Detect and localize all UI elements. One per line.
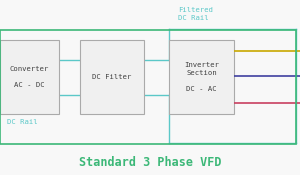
- FancyBboxPatch shape: [80, 40, 144, 114]
- Text: Standard 3 Phase VFD: Standard 3 Phase VFD: [79, 156, 221, 169]
- Text: Converter

AC - DC: Converter AC - DC: [10, 66, 49, 88]
- FancyBboxPatch shape: [169, 40, 234, 114]
- Text: Filtered
DC Rail: Filtered DC Rail: [178, 7, 214, 21]
- Text: DC Rail: DC Rail: [7, 120, 38, 125]
- Text: Inverter
Section

DC - AC: Inverter Section DC - AC: [184, 62, 219, 92]
- Text: DC Filter: DC Filter: [92, 74, 131, 80]
- FancyBboxPatch shape: [0, 40, 58, 114]
